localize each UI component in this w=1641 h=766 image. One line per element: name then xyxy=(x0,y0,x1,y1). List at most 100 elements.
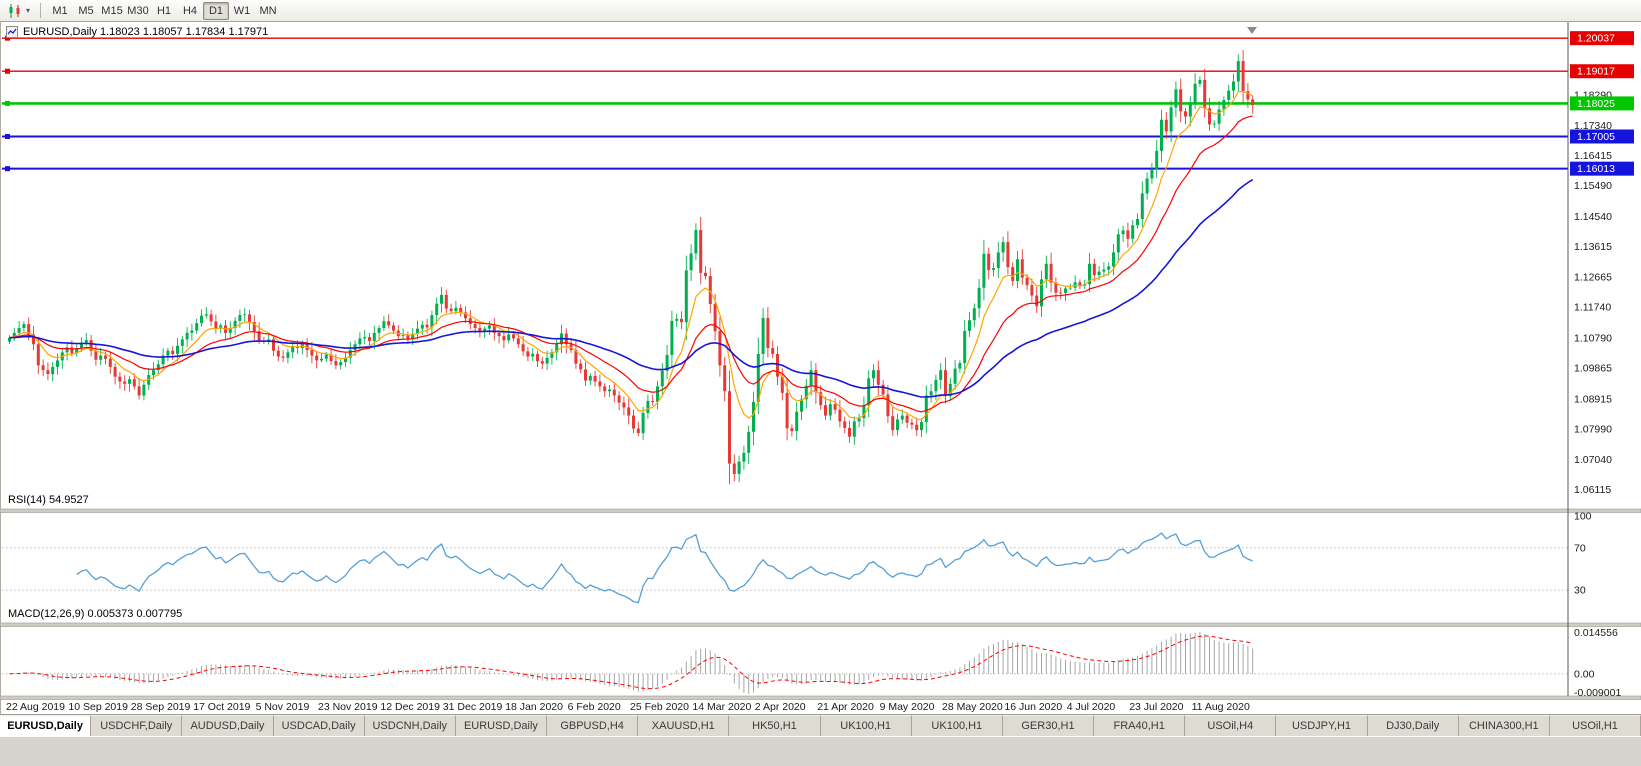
svg-text:4 Jul 2020: 4 Jul 2020 xyxy=(1067,701,1116,713)
svg-text:1.07040: 1.07040 xyxy=(1574,454,1612,466)
time-axis[interactable]: 22 Aug 2019 10 Sep 2019 28 Sep 2019 17 Oct … xyxy=(6,701,1250,713)
svg-text:14 Mar 2020: 14 Mar 2020 xyxy=(692,701,751,713)
svg-text:1.14540: 1.14540 xyxy=(1574,211,1612,223)
panel-splitter[interactable] xyxy=(0,508,1641,513)
chart-tab-14-usdjpy-h1[interactable]: USDJPY,H1 xyxy=(1276,715,1368,736)
svg-text:1.12665: 1.12665 xyxy=(1574,272,1612,284)
macd-indicator-label: MACD(12,26,9) 0.005373 0.007795 xyxy=(8,608,183,620)
svg-text:70: 70 xyxy=(1574,542,1586,554)
chart-shift-marker-icon[interactable] xyxy=(1247,27,1257,34)
svg-text:1.11740: 1.11740 xyxy=(1574,302,1611,314)
chart-tab-0-eurusd-daily[interactable]: EURUSD,Daily xyxy=(0,715,92,736)
chart-type-dropdown-caret-icon[interactable]: ▾ xyxy=(26,6,31,15)
svg-text:100: 100 xyxy=(1574,511,1592,523)
svg-text:-0.009001: -0.009001 xyxy=(1574,687,1621,699)
horizontal-level-lines[interactable] xyxy=(2,35,1568,172)
chart-tab-1-usdchf-daily[interactable]: USDCHF,Daily xyxy=(91,715,183,736)
chart-tab-7-xauusd-h1[interactable]: XAUUSD,H1 xyxy=(638,715,730,736)
svg-text:1.06115: 1.06115 xyxy=(1574,484,1611,496)
chart-tab-bar: EURUSD,Daily USDCHF,Daily AUDUSD,Daily USDC… xyxy=(0,714,1641,736)
svg-text:1.07990: 1.07990 xyxy=(1574,423,1612,435)
status-strip xyxy=(0,736,1641,766)
price-tags: 1.20037 1.19017 1.18025 1.17005 1.16013 xyxy=(1570,31,1634,176)
chart-area[interactable]: 1.18290 1.17340 1.16415 1.15490 1.14540 1.136… xyxy=(0,22,1641,714)
chart-title: EURUSD,Daily 1.18023 1.18057 1.17834 1.1… xyxy=(23,26,269,38)
panel-splitter[interactable] xyxy=(0,695,1641,700)
chart-symbol-icon xyxy=(6,26,18,38)
svg-text:1.09865: 1.09865 xyxy=(1574,363,1612,375)
svg-text:17 Oct 2019: 17 Oct 2019 xyxy=(193,701,250,713)
rsi-line xyxy=(76,532,1253,604)
timeframe-d1[interactable]: D1 xyxy=(203,1,229,20)
timeframe-h4[interactable]: H4 xyxy=(182,4,198,17)
chart-canvas[interactable]: 1.182901.173401.164151.154901.145401.136… xyxy=(0,22,1641,714)
svg-text:1.16415: 1.16415 xyxy=(1574,150,1612,162)
price-axis[interactable]: 1.182901.173401.164151.154901.145401.136… xyxy=(1574,89,1621,699)
svg-text:1.15490: 1.15490 xyxy=(1574,180,1612,192)
svg-text:28 Sep 2019: 28 Sep 2019 xyxy=(131,701,191,713)
svg-text:28 May 2020: 28 May 2020 xyxy=(942,701,1003,713)
svg-text:23 Jul 2020: 23 Jul 2020 xyxy=(1129,701,1183,713)
svg-text:0.014556: 0.014556 xyxy=(1574,627,1618,639)
fast-ma-line xyxy=(9,90,1253,421)
chart-tab-6-gbpusd-h4[interactable]: GBPUSD,H4 xyxy=(547,715,639,736)
chart-tab-9-uk100-h1[interactable]: UK100,H1 xyxy=(820,715,912,736)
candlestick-glyph xyxy=(9,3,20,18)
svg-text:1.13615: 1.13615 xyxy=(1574,241,1612,253)
chart-tab-3-usdcad-daily[interactable]: USDCAD,Daily xyxy=(273,715,365,736)
rsi-panel xyxy=(2,532,1568,604)
svg-text:1.20037: 1.20037 xyxy=(1577,33,1615,45)
chart-tab-11-ger30-h1[interactable]: GER30,H1 xyxy=(1002,715,1095,736)
svg-text:1.17005: 1.17005 xyxy=(1577,131,1615,143)
chart-tab-5-eurusd-daily[interactable]: EURUSD,Daily xyxy=(455,715,548,736)
svg-text:25 Feb 2020: 25 Feb 2020 xyxy=(630,701,689,713)
toolbar-separator xyxy=(40,3,41,18)
chart-tab-8-hk50-h1[interactable]: HK50,H1 xyxy=(729,715,821,736)
toolbar: ▾ M1 M5 M15 M30 H1 H4 D1 W1 MN xyxy=(0,0,1641,22)
chart-tab-13-usoil-h4[interactable]: USOil,H4 xyxy=(1185,715,1277,736)
svg-text:1.08915: 1.08915 xyxy=(1574,393,1612,405)
svg-text:21 Apr 2020: 21 Apr 2020 xyxy=(817,701,874,713)
chart-tab-16-china300-h1[interactable]: CHINA300,H1 xyxy=(1458,715,1550,736)
chart-tab-2-audusd-daily[interactable]: AUDUSD,Daily xyxy=(182,715,274,736)
timeframe-bar: M1 M5 M15 M30 H1 H4 D1 W1 MN xyxy=(47,0,281,21)
svg-text:5 Nov 2019: 5 Nov 2019 xyxy=(256,701,310,713)
timeframe-mn[interactable]: MN xyxy=(259,4,277,17)
slow-ma-line xyxy=(9,178,1254,398)
svg-text:31 Dec 2019: 31 Dec 2019 xyxy=(443,701,503,713)
price-tag xyxy=(1570,96,1634,111)
svg-text:1.18025: 1.18025 xyxy=(1577,98,1615,110)
chart-tab-12-fra40-h1[interactable]: FRA40,H1 xyxy=(1094,715,1186,736)
timeframe-m5[interactable]: M5 xyxy=(78,4,94,17)
chart-tab-4-usdcnh-daily[interactable]: USDCNH,Daily xyxy=(364,715,456,736)
svg-text:30: 30 xyxy=(1574,585,1586,597)
timeframe-m15[interactable]: M15 xyxy=(101,4,123,17)
timeframe-m30[interactable]: M30 xyxy=(127,4,149,17)
svg-text:11 Aug 2020: 11 Aug 2020 xyxy=(1192,701,1250,713)
price-tag xyxy=(1570,31,1634,46)
chart-tab-10-uk100-h1[interactable]: UK100,H1 xyxy=(911,715,1003,736)
svg-text:23 Nov 2019: 23 Nov 2019 xyxy=(318,701,378,713)
svg-text:1.17340: 1.17340 xyxy=(1574,120,1612,132)
svg-text:1.10790: 1.10790 xyxy=(1574,333,1612,345)
timeframe-m1[interactable]: M1 xyxy=(52,4,68,17)
svg-text:22 Aug 2019: 22 Aug 2019 xyxy=(6,701,65,713)
price-tag xyxy=(1570,161,1634,176)
rsi-indicator-label: RSI(14) 54.9527 xyxy=(8,494,89,506)
svg-text:1.16013: 1.16013 xyxy=(1577,163,1615,175)
timeframe-w1[interactable]: W1 xyxy=(233,4,251,17)
candlestick-chart-icon[interactable] xyxy=(4,2,26,20)
chart-tab-15-dj30-daily[interactable]: DJ30,Daily xyxy=(1367,715,1459,736)
chart-tab-17-usoil-h1[interactable]: USOil,H1 xyxy=(1549,715,1641,736)
svg-text:10 Sep 2019: 10 Sep 2019 xyxy=(68,701,128,713)
medium-ma-line xyxy=(9,115,1253,413)
panel-splitter[interactable] xyxy=(0,622,1641,627)
macd-signal-line xyxy=(9,635,1253,690)
svg-text:1.19017: 1.19017 xyxy=(1577,66,1615,78)
macd-panel xyxy=(2,632,1568,694)
timeframe-h1[interactable]: H1 xyxy=(156,4,172,17)
svg-text:0.00: 0.00 xyxy=(1574,668,1595,680)
svg-text:18 Jan 2020: 18 Jan 2020 xyxy=(505,701,563,713)
svg-text:16 Jun 2020: 16 Jun 2020 xyxy=(1004,701,1062,713)
